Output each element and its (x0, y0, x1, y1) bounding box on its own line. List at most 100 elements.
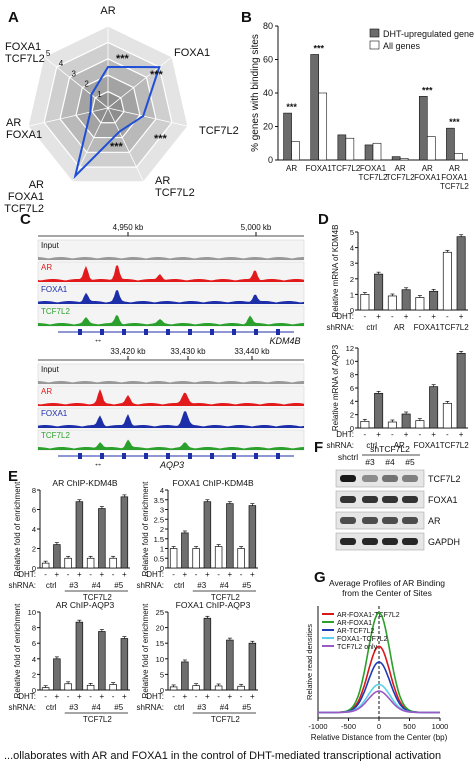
y-tick-label: 4 (350, 244, 354, 253)
bar (374, 273, 384, 311)
significance-star: *** (422, 85, 433, 95)
significance-star: *** (313, 43, 324, 53)
track-signal (38, 315, 304, 326)
blot-band (362, 517, 378, 524)
dht-sign: - (44, 570, 47, 579)
legend-label: TCF7L2 only (337, 644, 378, 651)
bar (75, 501, 84, 569)
y-tick-label: 8 (32, 624, 36, 633)
bar (203, 501, 212, 569)
x-tick-label: 1000 (432, 722, 449, 731)
radar-ring-label: 2 (84, 80, 89, 89)
region-arrow: ↔ (94, 458, 103, 468)
y-tick-label: 2.5 (154, 515, 164, 524)
bar (374, 392, 384, 429)
y-tick-label: 0 (32, 564, 36, 573)
lane-number: #4 (385, 457, 395, 467)
shrna-label: shRNA: (8, 581, 36, 590)
dht-sign: + (205, 570, 210, 579)
gene-exon (210, 329, 214, 335)
lane-number: #3 (365, 457, 375, 467)
bar (387, 295, 397, 311)
gene-exon (100, 329, 104, 335)
dht-sign: + (250, 570, 255, 579)
bar (64, 557, 72, 569)
shrna-group-label: ctrl (366, 323, 377, 332)
blot-strip (335, 490, 425, 509)
shrna-group-label: ctrl (46, 703, 57, 712)
panel-label-d: D (318, 211, 329, 228)
western-blot: shctrl shTCF7L2 #3 #4 #5 TCF7L2 FOXA1 AR GAPDH (335, 444, 461, 551)
bar-all (318, 92, 328, 161)
gene-name: KDM4B (269, 336, 300, 346)
y-tick-label: 2 (350, 275, 354, 284)
x-tick-label: 0 (377, 722, 381, 731)
coord-label: 5,000 kb (241, 223, 272, 232)
shrna-group-label: #5 (114, 703, 123, 712)
bar (192, 548, 200, 569)
dht-sign: + (100, 570, 105, 579)
bar (360, 420, 370, 429)
gene-exon (210, 453, 214, 459)
y-tick-label: 4 (32, 655, 36, 664)
radar-axis-label: TCF7L2 (155, 187, 195, 199)
dht-sign: + (122, 570, 127, 579)
dht-sign: - (89, 692, 92, 701)
bar (169, 686, 178, 691)
radar-series (73, 65, 161, 180)
dht-sign: + (250, 692, 255, 701)
figure-caption: ...ollaborates with AR and FOXA1 in the … (4, 750, 441, 761)
y-tick-label: 10 (346, 357, 354, 366)
coord-label: 33,420 kb (110, 347, 146, 356)
dht-sign: + (459, 312, 464, 321)
blot-band (340, 475, 356, 482)
lane-header: shctrl (338, 452, 358, 462)
x-tick-label: FOXA1 (414, 173, 441, 182)
bar-dht (446, 127, 455, 161)
shrna-group-label: AR (394, 323, 405, 332)
gene-exon (78, 329, 82, 335)
shrna-group-label: #4 (220, 703, 229, 712)
dht-sign: + (404, 312, 409, 321)
y-tick-label: 5 (160, 670, 164, 679)
track-bg (37, 363, 305, 385)
dht-sign: + (77, 570, 82, 579)
gene-exon (188, 329, 192, 335)
bar (456, 236, 466, 311)
blot-strip (335, 511, 425, 530)
legend-label: AR-FOXA1 (337, 620, 372, 627)
gene-exon (188, 453, 192, 459)
y-tick-label: 0 (160, 564, 164, 573)
dht-sign: - (44, 692, 47, 701)
y-tick-label: 40 (263, 88, 273, 98)
y-tick-label: 12 (346, 344, 354, 353)
radar-ring-label: 3 (72, 69, 77, 78)
y-tick-label: 0 (160, 686, 164, 695)
radar-spoke (107, 107, 144, 183)
dht-sign: + (100, 692, 105, 701)
bar (237, 685, 245, 691)
group-parent-label: TCF7L2 (83, 593, 112, 602)
radar-axis-label: TCF7L2 (4, 203, 44, 215)
y-tick-label: 3 (350, 259, 354, 268)
panel-f: F shctrl shTCF7L2 #3 #4 #5 TCF7L2 FOXA1 AR GAPDH (314, 439, 461, 551)
bar (53, 544, 61, 569)
dht-sign: + (228, 692, 233, 701)
bar (442, 251, 452, 311)
dht-sign: - (67, 692, 70, 701)
blot-strip (335, 469, 425, 488)
radar-axis-label: AR (29, 179, 44, 191)
x-tick-label: TCF7L2 (386, 173, 415, 182)
gene-exon (254, 329, 258, 335)
legend-swatch (369, 28, 380, 38)
track-bg (37, 385, 305, 407)
bar-dht (391, 156, 401, 161)
significance-star: *** (150, 69, 164, 81)
x-tick-label: FOXA1 (306, 164, 333, 173)
radar-spoke (43, 56, 109, 109)
y-axis-label: Relative fold of enrichment (141, 481, 150, 576)
bar (86, 684, 95, 691)
bar-all (291, 141, 300, 161)
